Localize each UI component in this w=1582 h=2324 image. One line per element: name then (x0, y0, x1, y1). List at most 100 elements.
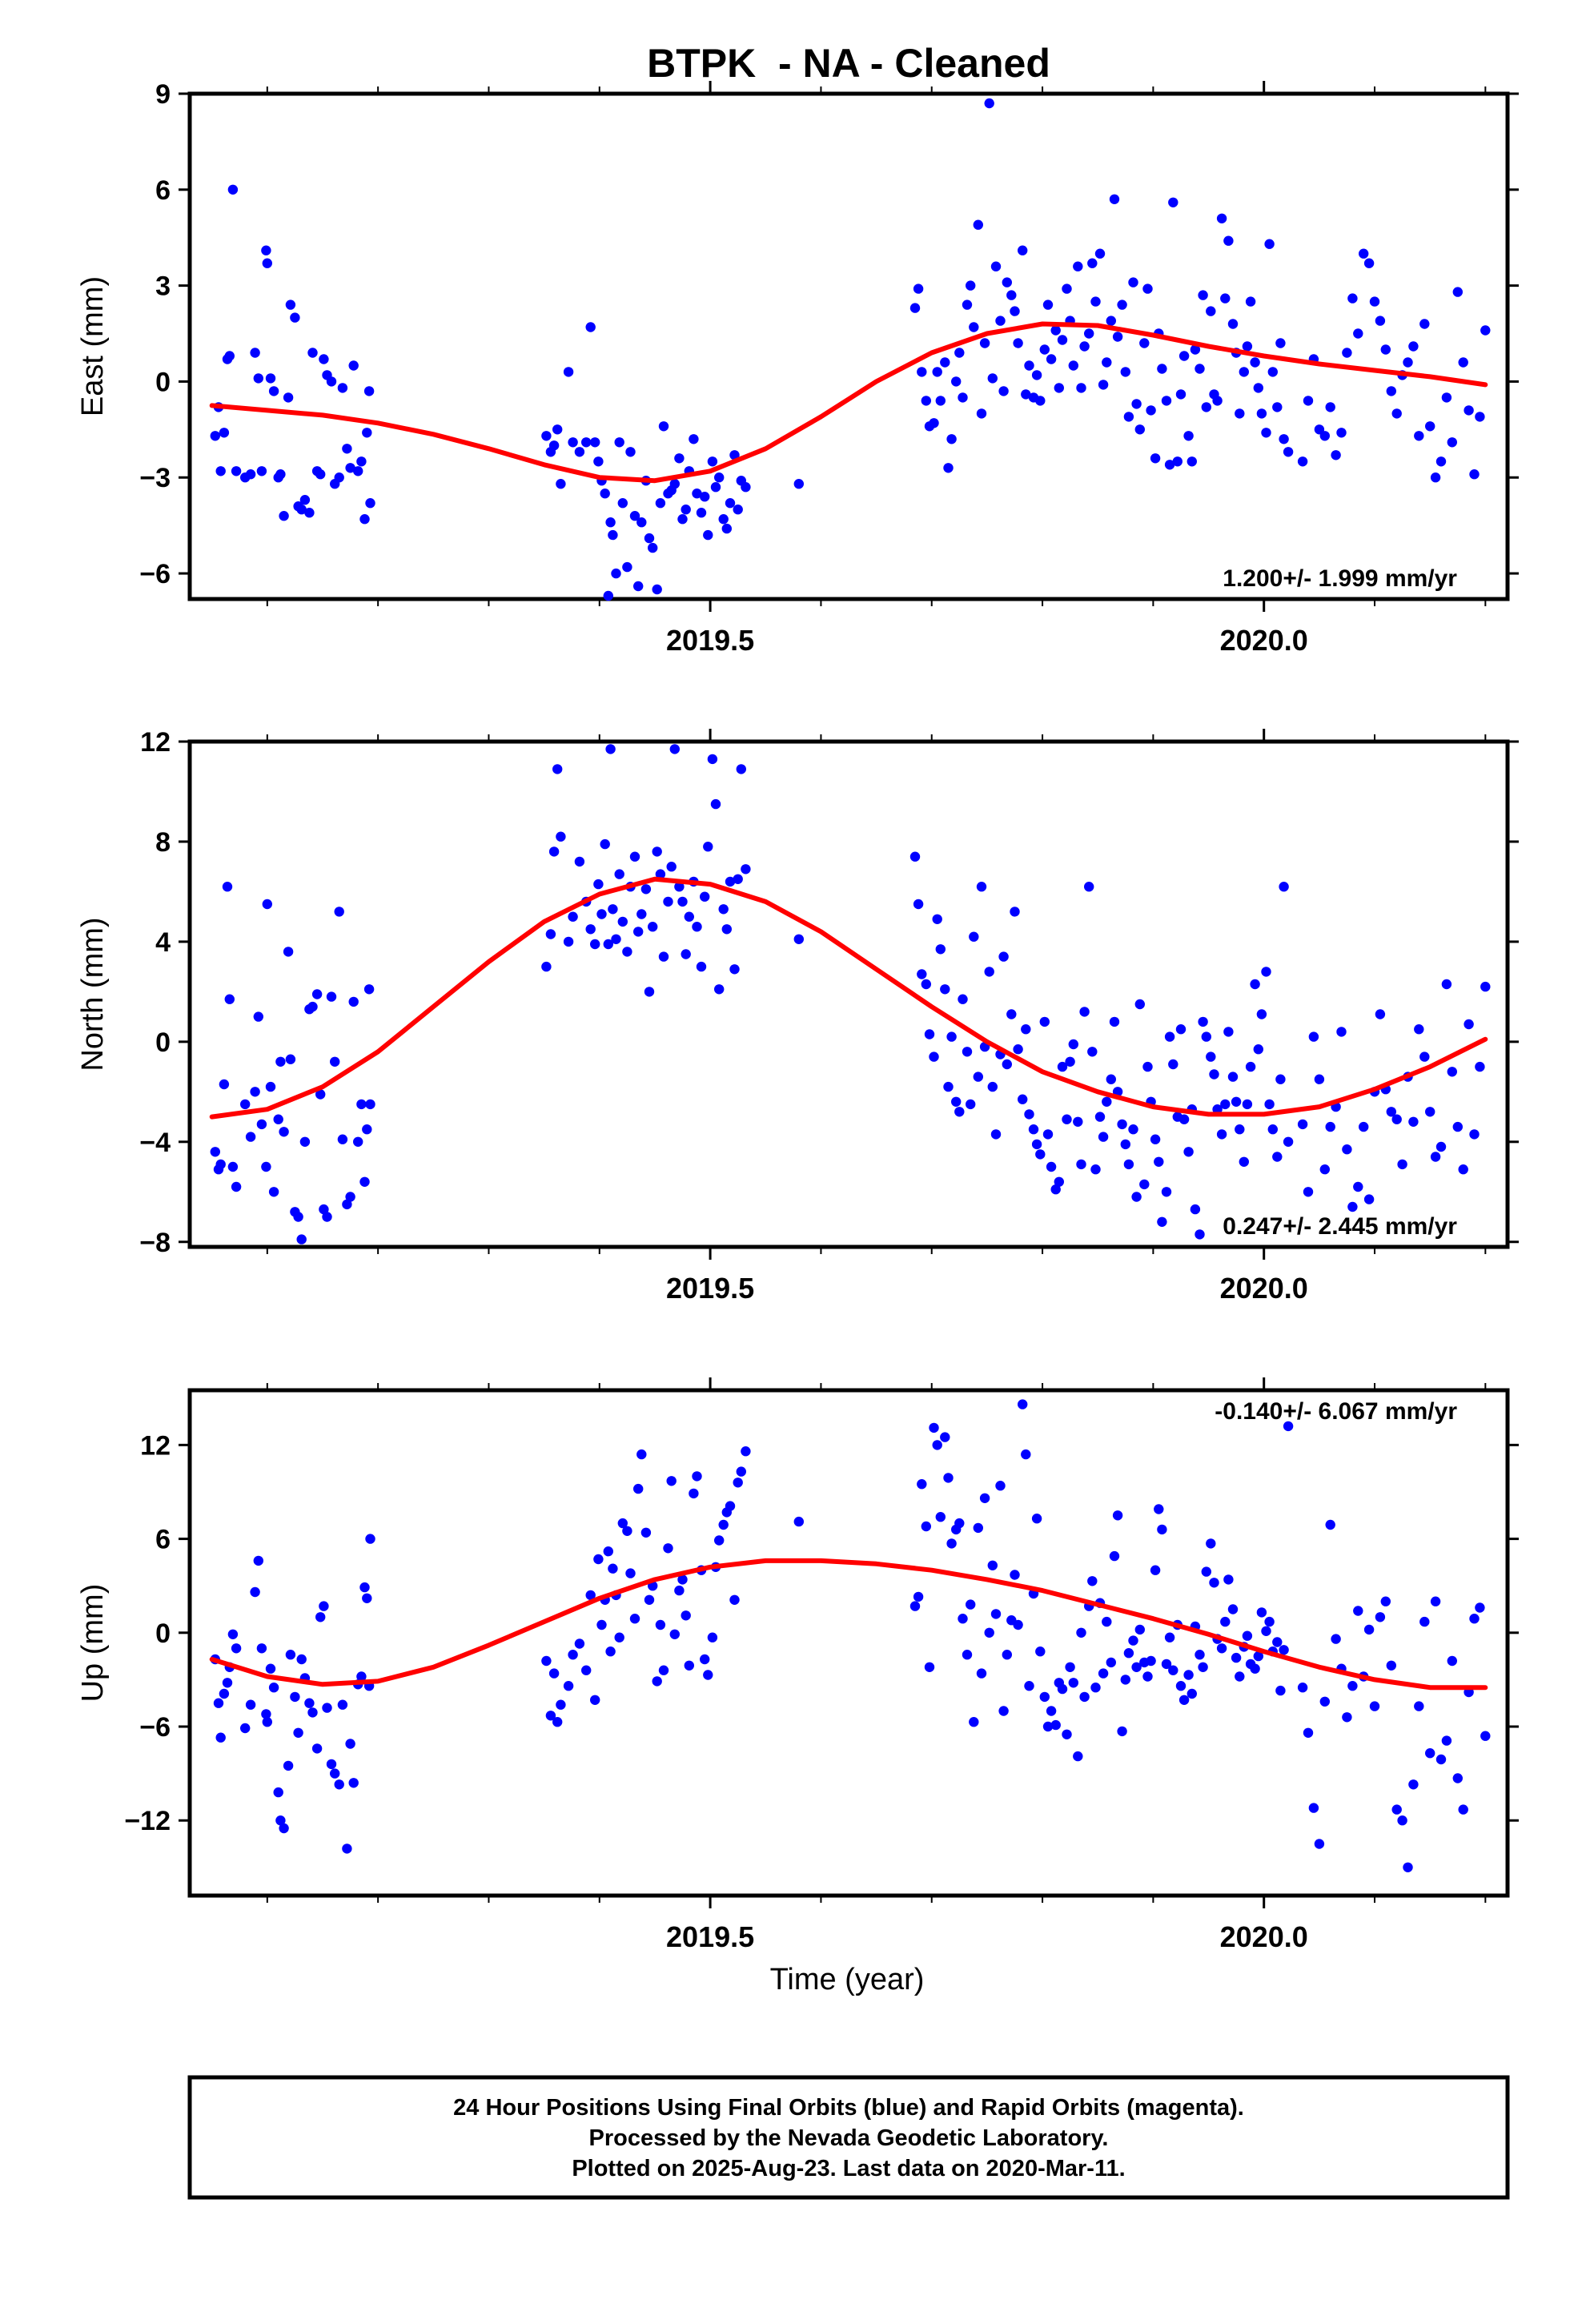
up-data-point (1062, 1729, 1072, 1739)
east-data-point (1090, 296, 1101, 307)
up-data-point (362, 1593, 372, 1604)
north-data-point (1239, 1156, 1250, 1168)
east-data-point (315, 469, 326, 480)
up-data-point (1154, 1504, 1164, 1514)
up-data-point (222, 1678, 233, 1688)
north-data-point (563, 936, 574, 947)
up-ytick-label: 12 (140, 1430, 171, 1461)
east-data-point (1046, 354, 1057, 364)
east-data-point (976, 408, 987, 419)
east-data-point (1250, 357, 1260, 368)
east-data-point (1186, 456, 1198, 467)
north-data-point (714, 984, 725, 995)
up-data-point (1201, 1566, 1212, 1577)
north-data-point (345, 1192, 355, 1202)
east-data-point (655, 498, 666, 509)
east-data-point (1319, 431, 1331, 441)
up-data-point (1314, 1839, 1325, 1849)
east-data-point (696, 508, 707, 518)
north-data-point (1216, 1129, 1227, 1140)
east-data-point (1212, 396, 1223, 406)
up-data-point (1253, 1651, 1264, 1662)
east-data-point (1042, 300, 1054, 310)
north-plot-frame (187, 739, 1510, 1249)
up-data-point (1128, 1635, 1138, 1646)
north-data-point (741, 864, 751, 875)
up-data-point (1050, 1719, 1061, 1731)
east-data-point (1245, 296, 1256, 307)
north-data-point (1190, 1204, 1201, 1215)
north-data-point (1150, 1134, 1161, 1144)
up-data-point (245, 1699, 256, 1710)
up-data-point (1209, 1578, 1219, 1588)
east-data-point (625, 447, 636, 457)
north-data-point (954, 1107, 965, 1117)
east-data-point (541, 431, 552, 441)
east-data-point (210, 431, 220, 441)
east-data-point (1123, 412, 1134, 422)
up-data-point (1178, 1695, 1190, 1705)
up-data-point (1419, 1616, 1430, 1627)
up-data-point (1227, 1604, 1239, 1614)
up-data-point (979, 1493, 990, 1504)
up-data-point (215, 1732, 226, 1743)
up-data-point (552, 1717, 563, 1727)
east-data-point (1109, 194, 1120, 204)
north-data-point (729, 964, 740, 975)
east-data-point (725, 498, 736, 509)
north-data-point (1430, 1152, 1441, 1162)
east-data-point (1223, 235, 1234, 246)
up-data-point (337, 1699, 348, 1710)
east-data-point (304, 508, 315, 518)
east-data-point (1024, 360, 1034, 371)
north-data-point (261, 1161, 271, 1172)
up-data-point (1272, 1637, 1283, 1647)
north-data-point (1168, 1059, 1178, 1070)
north-data-point (256, 1119, 267, 1130)
up-data-point (736, 1466, 746, 1477)
north-data-point (696, 961, 707, 972)
east-data-point (1057, 335, 1068, 345)
up-data-point (674, 1585, 685, 1596)
up-data-point (265, 1663, 276, 1674)
east-data-point (359, 514, 370, 525)
east-data-point (710, 482, 721, 493)
east-data-point (353, 466, 363, 476)
north-data-point (330, 1056, 340, 1068)
north-data-point (224, 994, 235, 1004)
up-data-point (1134, 1624, 1146, 1635)
up-data-point (315, 1612, 326, 1622)
north-data-point (1039, 1016, 1050, 1027)
up-data-point (636, 1449, 647, 1460)
north-data-point (644, 987, 655, 997)
north-ytick-label: 12 (140, 727, 171, 758)
north-data-point (1164, 1031, 1175, 1042)
north-data-point (1128, 1124, 1138, 1135)
up-data-point (590, 1695, 600, 1705)
up-data-point (596, 1619, 607, 1630)
up-data-point (1031, 1514, 1042, 1524)
north-data-point (733, 874, 743, 885)
east-data-point (1021, 389, 1031, 400)
east-data-point (1013, 338, 1023, 348)
east-data-point (296, 505, 307, 515)
east-data-point (979, 338, 990, 348)
east-data-point (250, 348, 260, 358)
up-data-point (1279, 1645, 1289, 1655)
up-data-point (275, 1815, 286, 1826)
east-data-point (1106, 316, 1117, 326)
north-data-point (1256, 1009, 1267, 1019)
up-data-point (1168, 1665, 1178, 1675)
north-data-point (1475, 1061, 1485, 1072)
east-data-point (614, 437, 624, 448)
east-data-point (253, 373, 263, 384)
north-data-point (674, 882, 685, 892)
east-data-point (1261, 428, 1271, 438)
north-data-point (681, 949, 691, 959)
north-data-point (593, 879, 604, 890)
north-data-point (1336, 1027, 1347, 1037)
up-data-point (253, 1555, 263, 1566)
up-data-point (1480, 1731, 1491, 1741)
up-data-point (973, 1522, 984, 1534)
up-data-point (1452, 1773, 1464, 1783)
